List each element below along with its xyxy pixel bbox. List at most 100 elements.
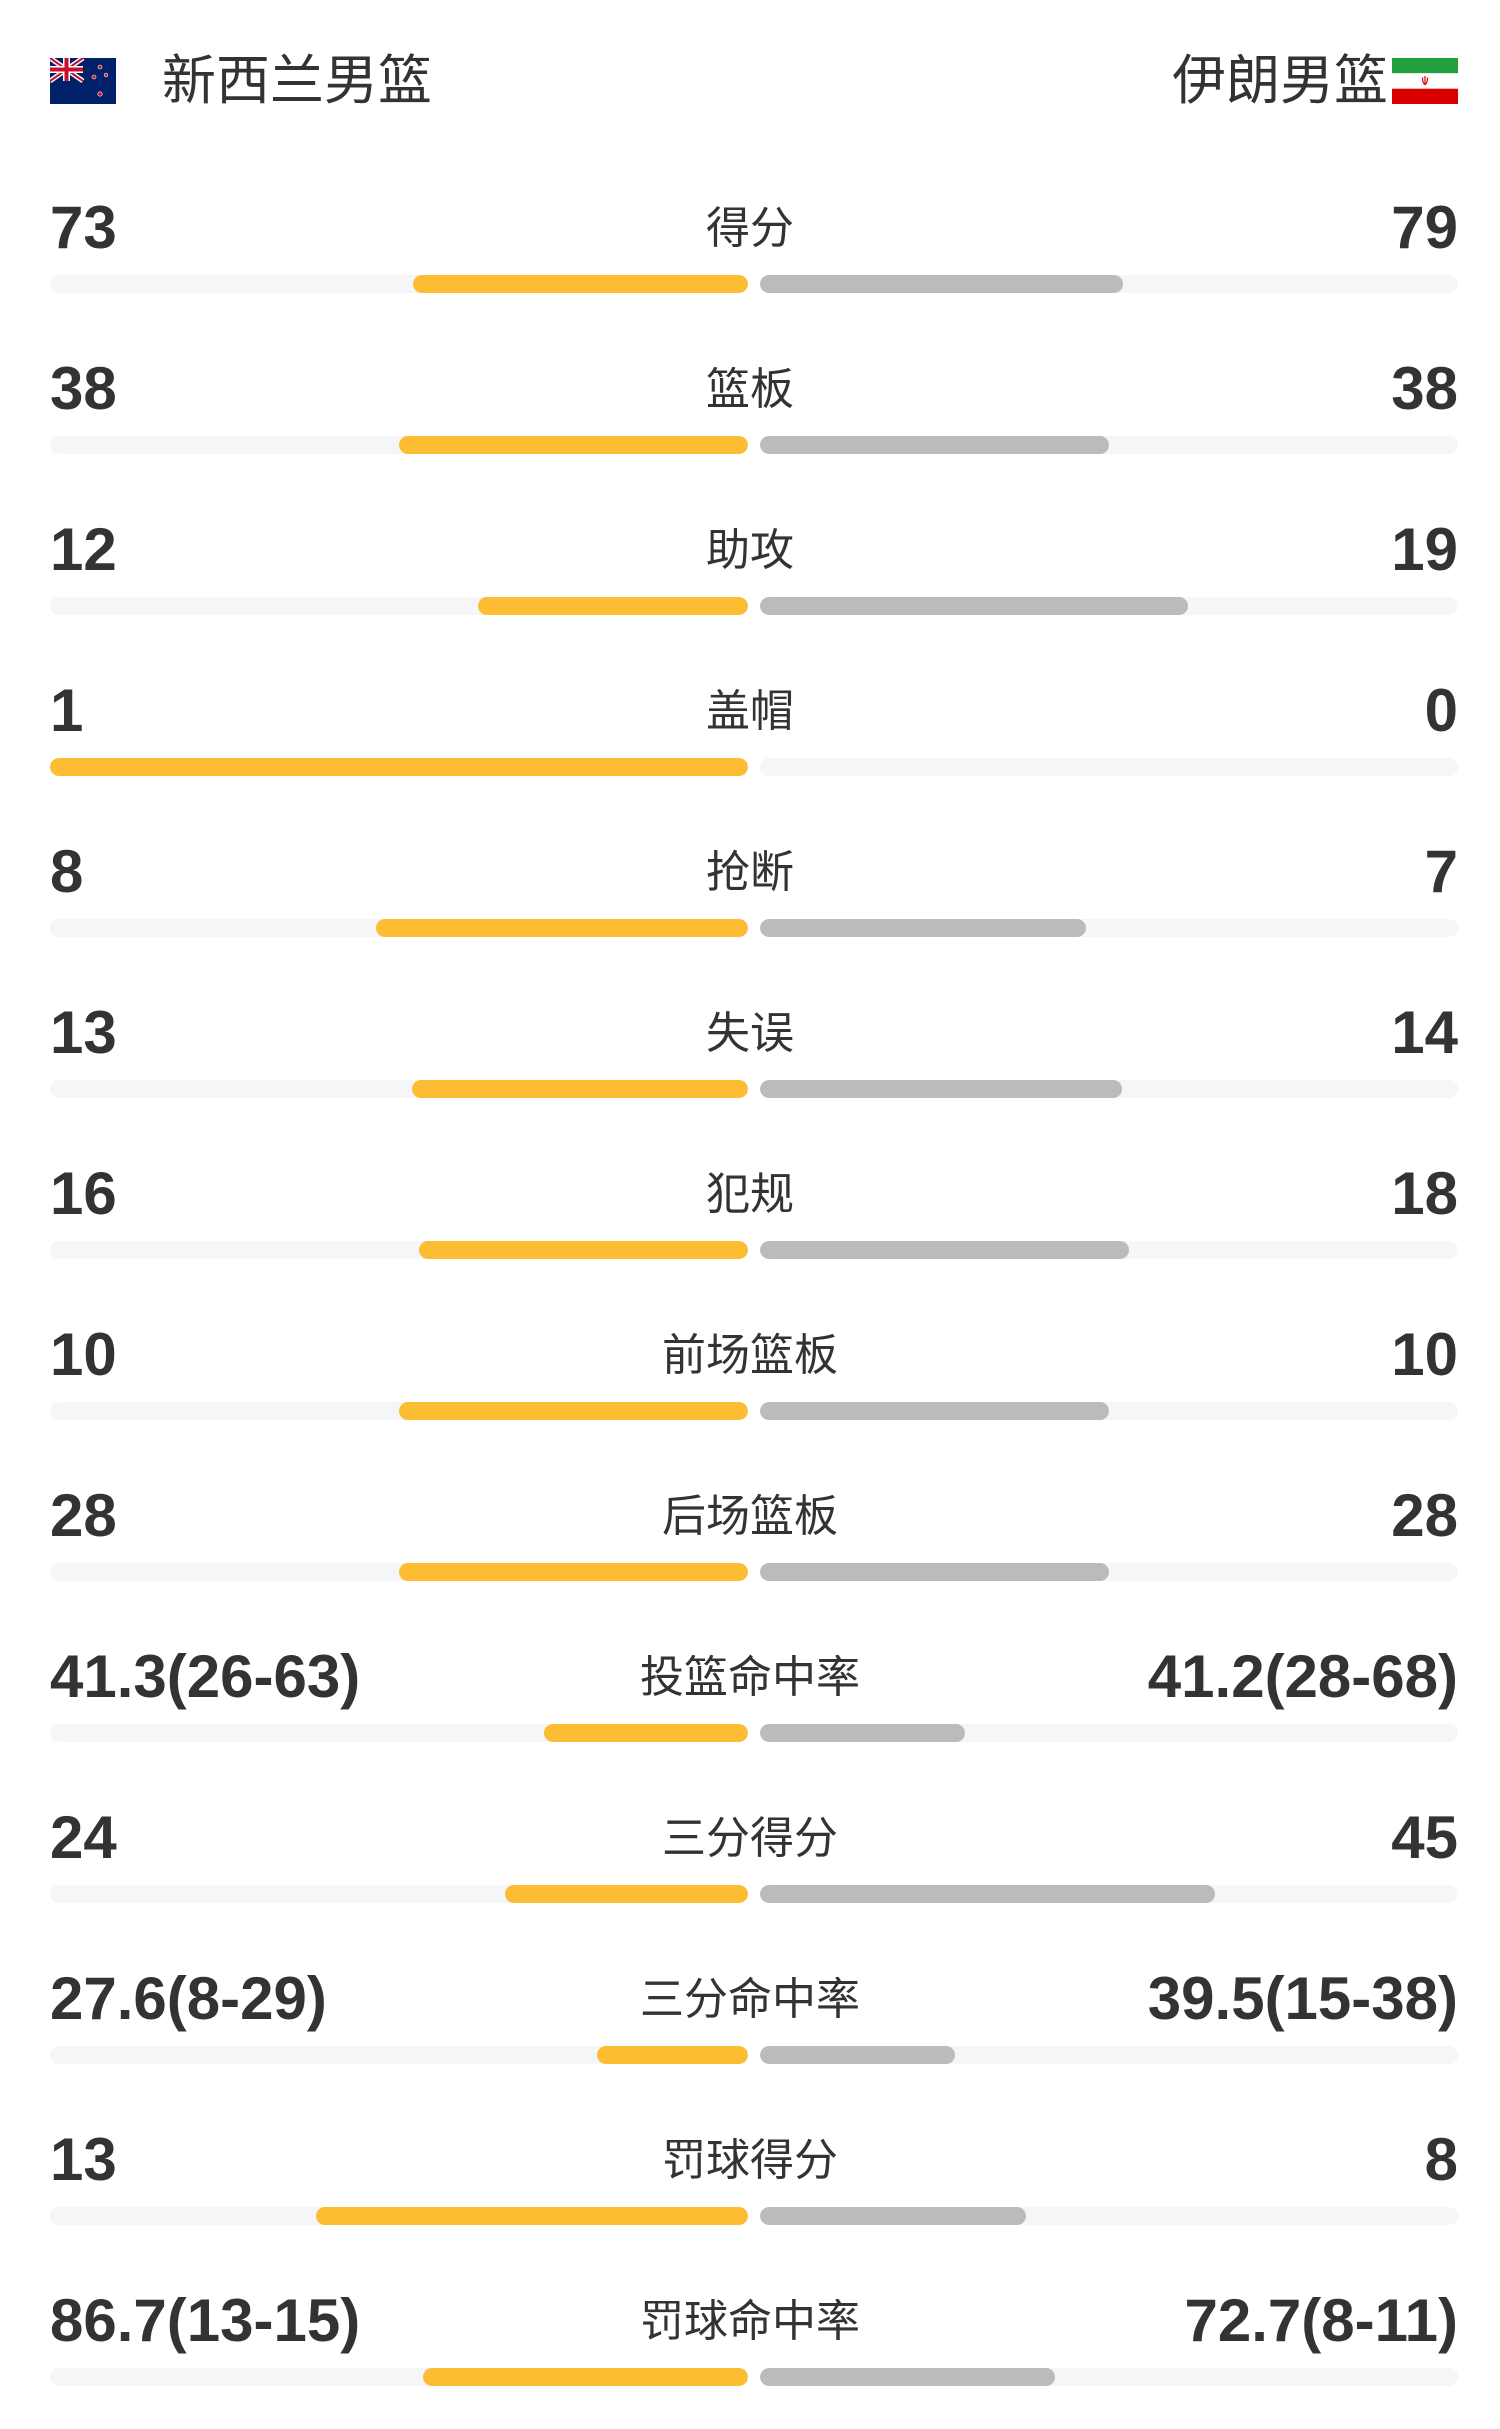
stat-label: 犯规 [706,1169,794,1220]
home-bar-track [50,1402,748,1420]
stat-label: 罚球命中率 [640,2296,860,2347]
home-bar-fill [412,275,748,293]
away-bar-fill [760,2368,1056,2386]
home-bar-fill [423,2368,748,2386]
home-bar-fill [505,1885,748,1903]
home-bar-track [50,1563,748,1581]
stat-row: 28 后场篮板 28 [0,1463,1500,1624]
home-bar-fill [412,1080,748,1098]
away-bar-fill [760,2207,1026,2225]
away-bar-track [760,1402,1458,1420]
away-bar-track [760,275,1458,293]
stat-label: 前场篮板 [662,1330,838,1381]
home-bar-fill [50,758,748,776]
home-bar-track [50,1241,748,1259]
home-bar-fill [399,1563,748,1581]
home-value: 10 [50,1321,117,1388]
away-team-name: 伊朗男篮 [1172,49,1388,112]
away-value: 0 [1424,677,1458,744]
home-value: 86.7(13-15) [50,2287,361,2354]
away-bar-track [760,2046,1458,2064]
home-value: 12 [50,516,117,583]
stat-label: 三分得分 [662,1813,838,1864]
away-bar-track [760,1724,1458,1742]
home-value: 38 [50,355,117,422]
new-zealand-flag-icon [48,55,116,104]
stat-row: 73 得分 79 [0,175,1500,336]
away-value: 39.5(15-38) [1147,1965,1458,2032]
away-bar-track [760,1885,1458,1903]
away-value: 18 [1391,1160,1458,1227]
home-value: 13 [50,2126,117,2193]
stat-label: 助攻 [706,525,794,576]
away-bar-fill [760,1241,1130,1259]
stat-row: 86.7(13-15) 罚球命中率 72.7(8-11) [0,2268,1500,2429]
away-value: 45 [1391,1804,1458,1871]
home-value: 24 [50,1804,117,1871]
away-bar-track [760,758,1458,776]
home-bar-fill [543,1724,748,1742]
away-value: 8 [1424,2126,1458,2193]
stat-row: 1 盖帽 0 [0,658,1500,819]
away-bar-fill [760,436,1109,454]
stat-row: 24 三分得分 45 [0,1785,1500,1946]
away-bar-fill [760,1080,1123,1098]
away-bar-track [760,1563,1458,1581]
stat-label: 罚球得分 [662,2135,838,2186]
home-team-name: 新西兰男篮 [162,49,432,112]
stat-label: 后场篮板 [662,1491,838,1542]
home-bar-track [50,919,748,937]
stat-row: 12 助攻 19 [0,497,1500,658]
away-value: 72.7(8-11) [1184,2287,1458,2354]
home-bar-track [50,597,748,615]
home-value: 16 [50,1160,117,1227]
home-bar-fill [419,1241,748,1259]
away-bar-fill [760,1402,1109,1420]
home-bar-fill [399,436,748,454]
stat-row: 27.6(8-29) 三分命中率 39.5(15-38) [0,1946,1500,2107]
away-value: 79 [1391,194,1458,261]
home-value: 27.6(8-29) [50,1965,327,2032]
stat-label: 三分命中率 [640,1974,860,2025]
away-bar-fill [760,1563,1109,1581]
away-bar-track [760,2368,1458,2386]
stat-label: 失误 [706,1008,794,1059]
stat-label: 盖帽 [706,686,794,737]
home-bar-track [50,436,748,454]
home-bar-fill [315,2207,748,2225]
home-bar-track [50,1885,748,1903]
stat-row: 13 失误 14 [0,980,1500,1141]
away-bar-track [760,436,1458,454]
stat-row: 10 前场篮板 10 [0,1302,1500,1463]
stat-row: 41.3(26-63) 投篮命中率 41.2(28-68) [0,1624,1500,1785]
iran-flag-icon [1392,58,1458,104]
away-bar-fill [760,1885,1216,1903]
away-bar-fill [760,597,1188,615]
away-bar-track [760,919,1458,937]
stat-row: 8 抢断 7 [0,819,1500,980]
home-bar-track [50,758,748,776]
home-value: 28 [50,1482,117,1549]
home-bar-track [50,1080,748,1098]
home-value: 41.3(26-63) [50,1643,361,1710]
away-value: 19 [1391,516,1458,583]
stat-label: 抢断 [706,847,794,898]
home-bar-fill [477,597,748,615]
away-bar-fill [760,1724,965,1742]
home-value: 13 [50,999,117,1066]
match-header: 新西兰男篮 伊朗男篮 [0,0,1500,160]
home-bar-fill [597,2046,748,2064]
home-bar-track [50,2046,748,2064]
away-value: 41.2(28-68) [1147,1643,1458,1710]
home-value: 73 [50,194,117,261]
home-bar-track [50,2368,748,2386]
away-bar-fill [760,275,1123,293]
stat-row: 16 犯规 18 [0,1141,1500,1302]
stat-label: 得分 [706,203,794,254]
stat-label: 篮板 [706,364,794,415]
away-bar-fill [760,2046,956,2064]
home-bar-fill [375,919,748,937]
home-bar-fill [399,1402,748,1420]
home-value: 1 [50,677,84,744]
away-bar-track [760,1241,1458,1259]
